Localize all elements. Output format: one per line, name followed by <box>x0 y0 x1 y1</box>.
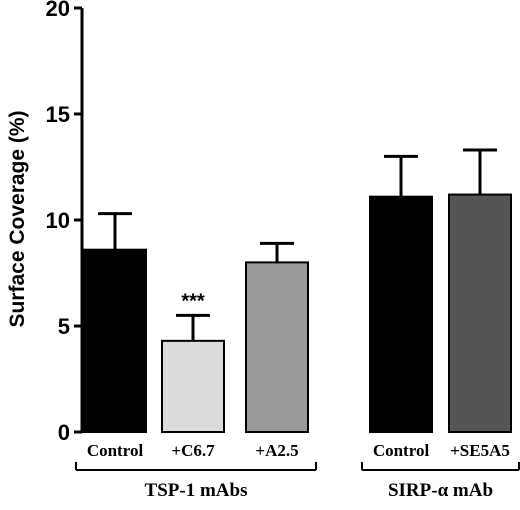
x-category-labels: Control +C6.7 +A2.5 Control +SE5A5 <box>87 441 510 460</box>
x-category-label: +SE5A5 <box>450 441 510 460</box>
y-tick-label: 10 <box>46 208 70 233</box>
significance-label: *** <box>181 290 205 312</box>
y-axis-label: Surface Coverage (%) <box>6 110 29 327</box>
bar <box>369 195 433 433</box>
y-tick-label: 5 <box>58 314 70 339</box>
error-bars <box>98 148 497 341</box>
bar <box>448 193 512 433</box>
x-category-label: +C6.7 <box>171 441 215 460</box>
bar <box>161 339 225 433</box>
y-tick-label: 20 <box>46 0 70 21</box>
group-bracket <box>75 462 317 471</box>
bar <box>83 248 147 433</box>
group-label: TSP-1 mAbs <box>145 480 248 501</box>
x-category-label: +A2.5 <box>255 441 298 460</box>
annotations: *** <box>181 290 205 312</box>
bar <box>245 261 309 433</box>
x-category-label: Control <box>373 441 430 460</box>
bars <box>83 193 512 433</box>
y-tick-label: 15 <box>46 102 70 127</box>
group-label: SIRP-α mAb <box>388 480 493 501</box>
x-category-label: Control <box>87 441 144 460</box>
y-tick-label: 0 <box>58 420 70 445</box>
group-bracket <box>361 462 520 471</box>
group-labels: TSP-1 mAbs SIRP-α mAb <box>75 462 520 501</box>
y-axis-ticks: 0 5 10 15 20 <box>46 0 82 445</box>
